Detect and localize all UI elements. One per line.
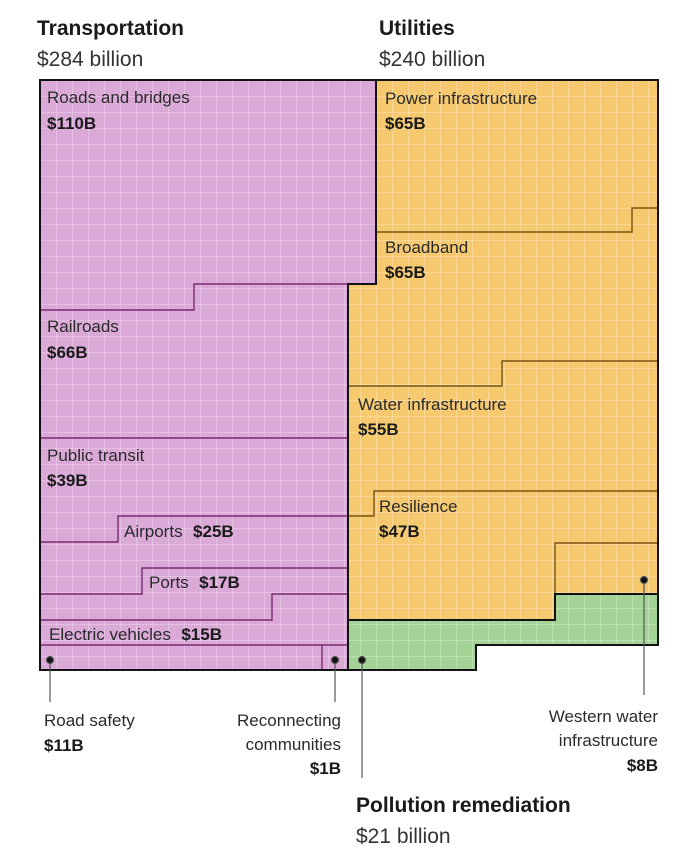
electric-vehicles-name: Electric vehicles: [49, 625, 171, 644]
broadband-label: Broadband: [385, 238, 468, 257]
reconnecting-label-line2: communities: [246, 735, 341, 754]
region-borders: [39, 79, 659, 671]
resilience-value: $47B: [379, 522, 420, 541]
divider-ports-ev: [40, 593, 348, 621]
callout-markers: [45, 575, 649, 778]
water-infrastructure-label: Water infrastructure: [358, 395, 507, 414]
divider-water-resilience: [348, 490, 658, 517]
electric-vehicles-value: $15B: [181, 625, 222, 644]
western-water-label-line1: Western water: [549, 707, 659, 726]
transportation-dividers: [40, 283, 348, 670]
power-infrastructure-label: Power infrastructure: [385, 89, 537, 108]
reconnecting-value: $1B: [310, 759, 341, 778]
divider-broadband-water: [348, 360, 658, 387]
divider-roads-railroads: [40, 283, 348, 311]
road-safety-label: Road safety: [44, 711, 135, 730]
public-transit-value: $39B: [47, 471, 88, 490]
western-water-label-line2: infrastructure: [559, 731, 658, 750]
divider-resilience-western: [554, 542, 658, 594]
railroads-value: $66B: [47, 343, 88, 362]
border-transport-utilities: [347, 80, 377, 670]
pollution-total: $21 billion: [356, 825, 451, 848]
railroads-label: Railroads: [47, 317, 119, 336]
roads-bridges-value: $110B: [47, 114, 96, 133]
border-utilities-pollution: [348, 593, 658, 621]
airports-name: Airports: [124, 522, 183, 541]
pollution-dot: [357, 655, 367, 665]
water-infrastructure-value: $55B: [358, 420, 399, 439]
utilities-dividers: [348, 207, 658, 594]
roads-bridges-label: Roads and bridges: [47, 88, 190, 107]
road-safety-value: $11B: [44, 736, 84, 755]
road-safety-dot: [45, 655, 55, 665]
ports-value: $17B: [199, 573, 240, 592]
divider-power-broadband: [376, 207, 658, 233]
outer-border: [39, 79, 659, 671]
resilience-label: Resilience: [379, 497, 457, 516]
electric-vehicles-label: Electric vehicles $15B: [49, 625, 222, 644]
western-water-dot: [639, 575, 649, 585]
western-water-value: $8B: [627, 756, 658, 775]
reconnecting-label-line1: Reconnecting: [237, 711, 341, 730]
divider-transit-airports: [40, 515, 348, 543]
transportation-title: Transportation: [37, 17, 184, 40]
pollution-title: Pollution remediation: [356, 794, 571, 817]
ports-label: Ports $17B: [149, 573, 240, 592]
airports-label: Airports $25B: [124, 522, 234, 541]
utilities-title: Utilities: [379, 17, 455, 40]
utilities-total: $240 billion: [379, 48, 485, 71]
ports-name: Ports: [149, 573, 189, 592]
public-transit-label: Public transit: [47, 446, 145, 465]
broadband-value: $65B: [385, 263, 426, 282]
reconnecting-dot: [330, 655, 340, 665]
divider-airports-ports: [40, 567, 348, 595]
airports-value: $25B: [193, 522, 234, 541]
transportation-total: $284 billion: [37, 48, 143, 71]
power-infrastructure-value: $65B: [385, 114, 426, 133]
